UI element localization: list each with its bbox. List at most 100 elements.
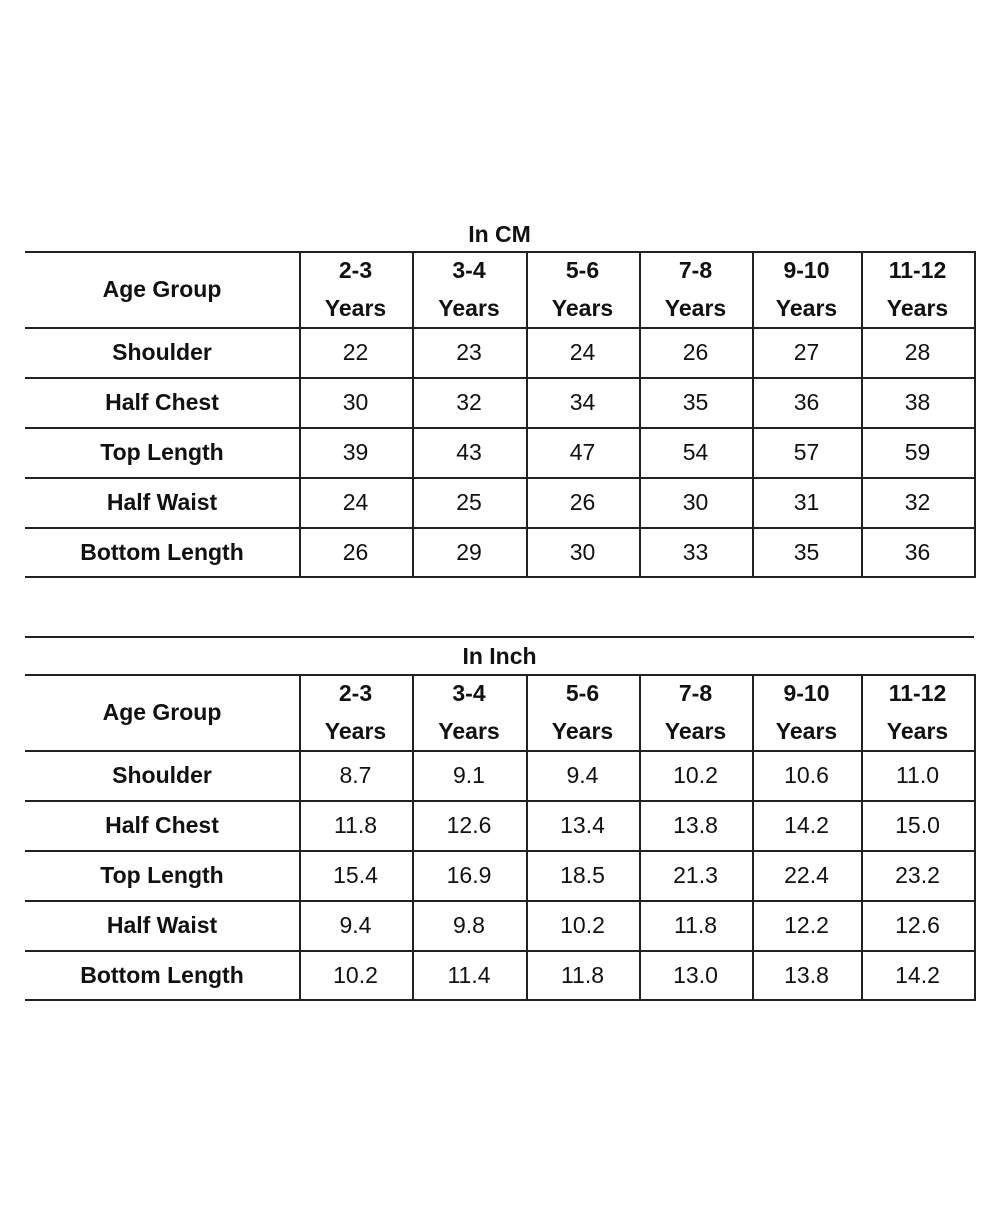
- col-line: [526, 251, 528, 578]
- table-title: In Inch: [25, 638, 974, 674]
- row-label: Half Chest: [25, 800, 299, 850]
- cell-text: 22.4: [784, 862, 829, 888]
- cell-text: 7-8 Years: [664, 680, 727, 744]
- cell-text: 33: [682, 538, 709, 565]
- cell-text: Age Group: [102, 699, 222, 725]
- col-line: [299, 251, 301, 578]
- value-cell: 8.7: [299, 750, 412, 800]
- cell-text: 15.0: [895, 812, 940, 838]
- cell-text: 54: [682, 439, 709, 465]
- value-cell: 11.8: [299, 800, 412, 850]
- value-cell: 15.4: [299, 850, 412, 900]
- header-cell: 7-8 Years: [639, 674, 752, 750]
- cell-text: 9.4: [566, 762, 599, 788]
- cell-text: 11.0: [895, 762, 940, 788]
- cell-text: 12.6: [446, 812, 492, 838]
- header-cell: 5-6 Years: [526, 251, 639, 327]
- value-cell: 13.8: [639, 800, 752, 850]
- cell-text: Shoulder: [112, 339, 212, 365]
- col-line: [639, 251, 641, 578]
- row-line: [25, 477, 974, 479]
- col-line: [861, 251, 863, 578]
- cell-text: 23.2: [895, 862, 940, 888]
- cell-text: 32: [904, 489, 931, 515]
- value-cell: 11.0: [861, 750, 974, 800]
- value-cell: 26: [299, 527, 412, 576]
- cell-text: 26: [682, 339, 709, 365]
- header-cell: 9-10 Years: [752, 251, 861, 327]
- rule: [25, 636, 974, 638]
- cell-text: 9-10 Years: [775, 257, 838, 321]
- cell-text: 11.4: [447, 961, 491, 988]
- col-line: [974, 674, 976, 1001]
- value-cell: 33: [639, 527, 752, 576]
- value-cell: 14.2: [861, 950, 974, 999]
- value-cell: 54: [639, 427, 752, 477]
- row-line: [25, 377, 974, 379]
- cell-text: 13.4: [560, 812, 605, 838]
- header-cell: 11-12 Years: [861, 674, 974, 750]
- row-label: Half Waist: [25, 900, 299, 950]
- value-cell: 29: [412, 527, 526, 576]
- row-label: Top Length: [25, 427, 299, 477]
- cell-text: 12.2: [784, 912, 829, 938]
- table-title: In CM: [25, 216, 974, 252]
- value-cell: 9.4: [299, 900, 412, 950]
- row-label: Half Waist: [25, 477, 299, 527]
- value-cell: 9.8: [412, 900, 526, 950]
- value-cell: 13.0: [639, 950, 752, 999]
- value-cell: 10.6: [752, 750, 861, 800]
- cell-text: 35: [682, 389, 709, 415]
- cell-text: 10.2: [333, 961, 378, 988]
- row-label: Bottom Length: [25, 527, 299, 576]
- col-line: [412, 251, 414, 578]
- cell-text: 11-12 Years: [886, 680, 949, 744]
- cell-text: 35: [793, 538, 820, 565]
- cell-text: Shoulder: [112, 762, 212, 788]
- value-cell: 12.6: [412, 800, 526, 850]
- cell-text: 27: [793, 339, 820, 365]
- cell-text: 47: [569, 439, 596, 465]
- cell-text: 3-4 Years: [438, 257, 500, 321]
- cell-text: 43: [456, 439, 482, 465]
- value-cell: 34: [526, 377, 639, 427]
- value-cell: 57: [752, 427, 861, 477]
- value-cell: 9.1: [412, 750, 526, 800]
- cell-text: 15.4: [333, 862, 378, 888]
- value-cell: 11.4: [412, 950, 526, 999]
- value-cell: 15.0: [861, 800, 974, 850]
- value-cell: 32: [412, 377, 526, 427]
- cell-text: 13.8: [673, 812, 718, 838]
- value-cell: 11.8: [639, 900, 752, 950]
- cell-text: 10.2: [673, 762, 718, 788]
- value-cell: 59: [861, 427, 974, 477]
- cell-text: 10.2: [560, 912, 605, 938]
- value-cell: 35: [752, 527, 861, 576]
- value-cell: 25: [412, 477, 526, 527]
- row-label: Shoulder: [25, 327, 299, 377]
- cell-text: Half Waist: [106, 912, 218, 938]
- col-line: [299, 674, 301, 1001]
- cell-text: 39: [342, 439, 369, 465]
- header-cell: 7-8 Years: [639, 251, 752, 327]
- value-cell: 36: [752, 377, 861, 427]
- cell-text: Age Group: [102, 276, 222, 302]
- value-cell: 18.5: [526, 850, 639, 900]
- value-cell: 13.8: [752, 950, 861, 999]
- cell-text: Half Waist: [106, 489, 218, 515]
- cell-text: 30: [342, 389, 369, 415]
- row-line: [25, 327, 974, 329]
- cell-text: 36: [793, 389, 820, 415]
- cell-text: 23: [456, 339, 482, 365]
- value-cell: 39: [299, 427, 412, 477]
- value-cell: 24: [526, 327, 639, 377]
- cell-text: 38: [904, 389, 931, 415]
- cell-text: 59: [904, 439, 931, 465]
- col-line: [752, 674, 754, 1001]
- value-cell: 11.8: [526, 950, 639, 999]
- value-cell: 24: [299, 477, 412, 527]
- cell-text: 13.0: [673, 961, 718, 988]
- value-cell: 16.9: [412, 850, 526, 900]
- value-cell: 13.4: [526, 800, 639, 850]
- value-cell: 30: [639, 477, 752, 527]
